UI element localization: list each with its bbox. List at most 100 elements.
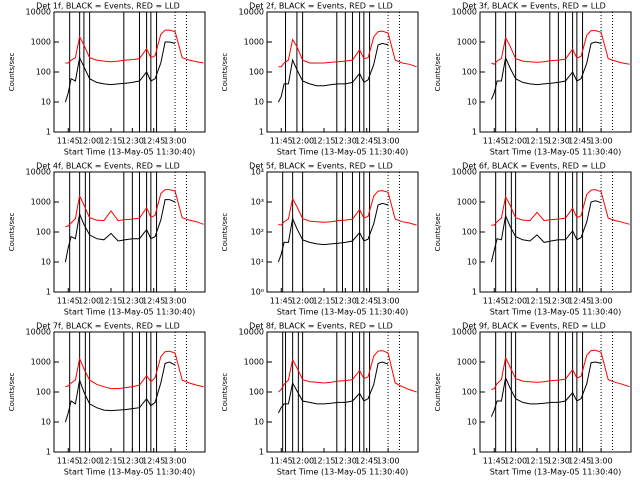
x-axis-label: Start Time (13-May-05 11:30:40) — [64, 148, 195, 157]
panel-title: Det 6f, BLACK = Events, RED = LLD — [462, 162, 606, 171]
y-tick-label: 1 — [472, 128, 477, 137]
x-tick-label: 13:00 — [164, 297, 187, 306]
panel-title: Det 8f, BLACK = Events, RED = LLD — [249, 322, 393, 331]
y-tick-label: 10 — [254, 98, 264, 107]
y-tick-label: 10³ — [251, 198, 264, 207]
panel: Det 3f, BLACK = Events, RED = LLD Counts/… — [434, 2, 632, 157]
x-tick-label: 11:45 — [483, 137, 506, 146]
x-axis-label: Start Time (13-May-05 11:30:40) — [277, 468, 408, 477]
y-tick-label: 100 — [462, 228, 477, 237]
series-line — [64, 199, 176, 263]
x-tick-label: 12:45 — [568, 137, 591, 146]
x-axis-label: Start Time (13-May-05 11:30:40) — [64, 308, 195, 317]
series-line — [277, 202, 389, 263]
y-tick-label: 1000 — [457, 358, 477, 367]
plot-frame — [53, 11, 206, 133]
x-tick-label: 12:15 — [99, 137, 122, 146]
x-tick-label: 12:30 — [547, 457, 570, 466]
x-tick-label: 12:15 — [525, 297, 548, 306]
y-tick-label: 10000 — [452, 328, 477, 337]
y-tick-label: 1 — [259, 448, 264, 457]
plot-frame — [53, 331, 206, 453]
series-line — [278, 350, 417, 393]
x-tick-label: 12:30 — [121, 297, 144, 306]
x-tick-label: 12:00 — [504, 457, 527, 466]
x-tick-label: 13:00 — [377, 137, 400, 146]
y-tick-label: 10 — [41, 258, 51, 267]
y-tick-label: 10000 — [26, 8, 51, 17]
series-line — [491, 189, 630, 226]
x-tick-label: 13:00 — [590, 137, 613, 146]
x-tick-label: 11:45 — [270, 457, 293, 466]
y-tick-label: 10 — [467, 258, 477, 267]
x-tick-label: 12:30 — [547, 297, 570, 306]
x-axis-label: Start Time (13-May-05 11:30:40) — [64, 468, 195, 477]
x-tick-label: 12:15 — [99, 297, 122, 306]
series-line — [490, 200, 602, 263]
y-tick-label: 1 — [46, 128, 51, 137]
y-axis-label: Counts/sec — [434, 213, 442, 252]
series-line — [490, 361, 602, 417]
x-tick-label: 12:15 — [525, 457, 548, 466]
series-line — [277, 42, 389, 103]
y-tick-label: 1000 — [244, 358, 264, 367]
y-tick-label: 10 — [41, 418, 51, 427]
x-tick-label: 11:45 — [483, 297, 506, 306]
plot-frame — [266, 171, 419, 293]
y-tick-label: 10 — [467, 418, 477, 427]
series-line — [65, 29, 204, 64]
x-tick-label: 11:45 — [57, 137, 80, 146]
x-tick-label: 13:00 — [377, 457, 400, 466]
y-tick-label: 10 — [467, 98, 477, 107]
x-tick-label: 12:00 — [504, 297, 527, 306]
x-tick-label: 11:45 — [57, 457, 80, 466]
x-tick-label: 12:45 — [568, 457, 591, 466]
plot-frame — [266, 331, 419, 453]
x-axis-label: Start Time (13-May-05 11:30:40) — [490, 308, 621, 317]
y-tick-label: 10000 — [26, 328, 51, 337]
y-tick-label: 10 — [41, 98, 51, 107]
y-tick-label: 1000 — [31, 358, 51, 367]
y-tick-label: 1 — [472, 288, 477, 297]
series-line — [64, 361, 176, 423]
x-tick-label: 12:30 — [334, 297, 357, 306]
panel: Det 6f, BLACK = Events, RED = LLD Counts/… — [434, 162, 632, 317]
panel-title: Det 7f, BLACK = Events, RED = LLD — [36, 322, 180, 331]
y-axis-label: Counts/sec — [221, 213, 229, 252]
series-line — [65, 189, 204, 228]
x-tick-label: 12:15 — [312, 297, 335, 306]
y-axis-label: Counts/sec — [8, 373, 16, 412]
panel: Det 1f, BLACK = Events, RED = LLD Counts/… — [8, 2, 206, 157]
x-tick-label: 12:30 — [334, 457, 357, 466]
x-tick-label: 12:15 — [312, 457, 335, 466]
x-tick-label: 12:00 — [78, 457, 101, 466]
x-axis-label: Start Time (13-May-05 11:30:40) — [277, 148, 408, 157]
y-tick-label: 100 — [249, 68, 264, 77]
panel: Det 8f, BLACK = Events, RED = LLD Counts/… — [221, 322, 419, 477]
x-tick-label: 12:45 — [355, 137, 378, 146]
x-tick-label: 12:00 — [291, 137, 314, 146]
y-tick-label: 10000 — [26, 168, 51, 177]
y-axis-label: Counts/sec — [434, 373, 442, 412]
panel: Det 9f, BLACK = Events, RED = LLD Counts/… — [434, 322, 632, 477]
y-tick-label: 10⁴ — [251, 168, 264, 177]
x-tick-label: 13:00 — [164, 457, 187, 466]
x-tick-label: 12:45 — [355, 297, 378, 306]
x-tick-label: 12:15 — [312, 137, 335, 146]
y-tick-label: 10⁰ — [251, 288, 264, 297]
series-line — [64, 41, 176, 103]
y-tick-label: 100 — [462, 388, 477, 397]
x-tick-label: 12:00 — [78, 297, 101, 306]
x-tick-label: 12:45 — [355, 457, 378, 466]
y-tick-label: 100 — [462, 68, 477, 77]
y-tick-label: 10² — [251, 228, 264, 237]
y-tick-label: 1000 — [31, 38, 51, 47]
x-tick-label: 11:45 — [270, 297, 293, 306]
x-axis-label: Start Time (13-May-05 11:30:40) — [277, 308, 408, 317]
x-tick-label: 12:45 — [568, 297, 591, 306]
y-tick-label: 1000 — [244, 38, 264, 47]
plot-frame — [479, 11, 632, 133]
y-tick-label: 10000 — [239, 8, 264, 17]
y-tick-label: 1000 — [31, 198, 51, 207]
